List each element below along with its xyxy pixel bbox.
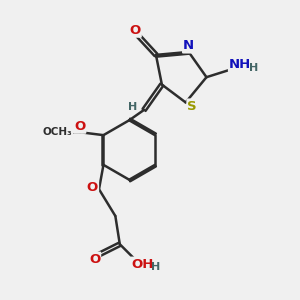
Text: O: O [74,120,85,133]
Text: H: H [151,262,160,272]
Text: methoxy: methoxy [57,131,64,132]
Text: O: O [87,181,98,194]
Text: OCH₃: OCH₃ [43,127,72,137]
Text: methoxy: methoxy [53,131,59,133]
Text: O: O [130,24,141,37]
Text: NH: NH [229,58,251,71]
Text: S: S [188,100,197,112]
Text: O: O [89,253,100,266]
Text: H: H [249,63,259,73]
Text: OH: OH [131,258,153,271]
Text: N: N [183,40,194,52]
Text: H: H [128,103,137,112]
